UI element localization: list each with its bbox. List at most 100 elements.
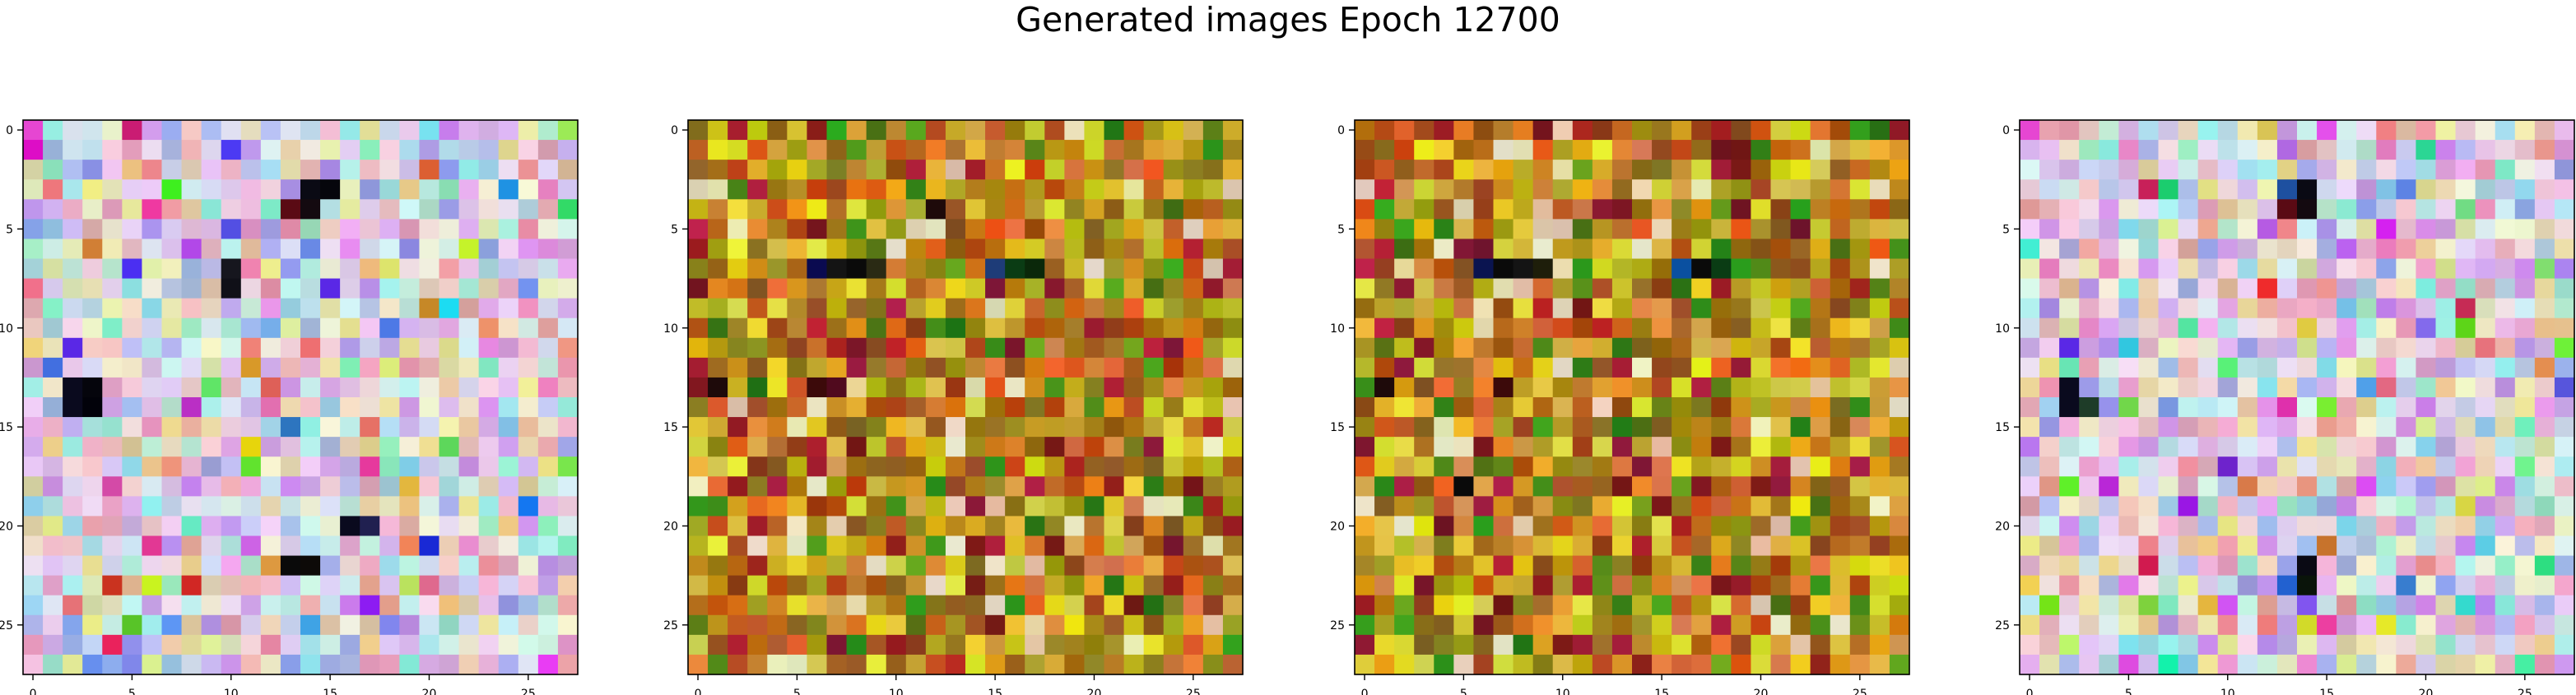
pixel-cell	[458, 654, 480, 675]
pixel-cell	[2020, 654, 2040, 675]
pixel-cell	[1044, 298, 1065, 319]
pixel-cell	[2514, 140, 2536, 160]
pixel-cell	[2554, 140, 2575, 160]
pixel-cell	[1691, 160, 1712, 180]
pixel-cell	[1374, 575, 1395, 596]
pixel-cell	[2237, 160, 2258, 180]
pixel-cell	[1123, 120, 1145, 141]
pixel-cell	[2435, 555, 2457, 577]
pixel-cell	[1532, 120, 1554, 141]
pixel-cell	[221, 317, 242, 339]
pixel-cell	[1453, 476, 1475, 497]
pixel-cell	[1355, 614, 1375, 636]
pixel-cell	[1355, 219, 1375, 240]
pixel-cell	[2337, 417, 2357, 438]
pixel-cell	[846, 357, 867, 378]
pixel-cell	[2039, 357, 2060, 378]
pixel-cell	[925, 437, 946, 457]
pixel-cell	[2554, 278, 2575, 299]
pixel-cell	[181, 219, 202, 240]
pixel-cell	[2020, 179, 2040, 200]
pixel-cell	[2079, 595, 2099, 616]
pixel-cell	[2257, 496, 2278, 517]
pixel-cell	[1064, 357, 1086, 378]
pixel-cell	[1830, 595, 1851, 616]
pixel-cell	[1473, 614, 1495, 636]
pixel-cell	[2435, 575, 2457, 596]
pixel-cell	[280, 258, 301, 280]
pixel-cell	[161, 555, 183, 577]
pixel-cell	[826, 377, 848, 398]
pixel-cell	[1552, 179, 1574, 200]
pixel-cell	[399, 476, 421, 497]
pixel-cell	[102, 516, 123, 537]
pixel-cell	[260, 476, 281, 497]
pixel-cell	[161, 179, 183, 200]
pixel-cell	[1493, 179, 1514, 200]
pixel-cell	[2276, 357, 2298, 378]
pixel-cell	[1493, 654, 1514, 675]
pixel-cell	[1592, 179, 1613, 200]
pixel-cell	[1810, 199, 1831, 220]
pixel-cell	[1552, 199, 1574, 220]
pixel-cell	[965, 555, 986, 577]
pixel-cell	[2376, 219, 2397, 240]
pixel-cell	[1889, 634, 1910, 656]
pixel-cell	[2534, 595, 2555, 616]
pixel-cell	[2039, 298, 2060, 319]
pixel-cell	[1751, 595, 1772, 616]
pixel-cell	[1183, 575, 1204, 596]
pixel-cell	[280, 278, 301, 299]
pixel-cell	[2276, 160, 2298, 180]
pixel-cell	[1790, 357, 1811, 378]
pixel-cell	[1513, 298, 1534, 319]
pixel-cell	[2158, 219, 2179, 240]
pixel-cell	[1790, 614, 1811, 636]
pixel-cell	[102, 179, 123, 200]
pixel-cell	[498, 437, 519, 457]
pixel-cell	[399, 160, 421, 180]
pixel-cell	[537, 278, 559, 299]
pixel-cell	[925, 654, 946, 675]
pixel-cell	[2554, 397, 2575, 418]
pixel-cell	[478, 496, 500, 517]
pixel-cell	[240, 160, 262, 180]
pixel-cell	[2217, 239, 2239, 260]
pixel-cell	[122, 417, 143, 438]
pixel-cell	[787, 239, 808, 260]
pixel-cell	[280, 239, 301, 260]
pixel-cell	[965, 437, 986, 457]
pixel-cell	[458, 298, 480, 319]
pixel-cell	[518, 654, 539, 675]
pixel-cell	[1394, 278, 1415, 299]
pixel-cell	[260, 219, 281, 240]
pixel-cell	[260, 317, 281, 339]
axes-frame	[1354, 119, 1910, 675]
x-tick-label: 20	[1754, 688, 1769, 695]
pixel-cell	[2079, 298, 2099, 319]
pixel-cell	[518, 160, 539, 180]
pixel-cell	[181, 516, 202, 537]
pixel-cell	[965, 337, 986, 359]
pixel-cell	[1414, 575, 1434, 596]
pixel-cell	[1830, 120, 1851, 141]
pixel-cell	[1163, 437, 1184, 457]
pixel-cell	[1394, 357, 1415, 378]
pixel-cell	[925, 357, 946, 378]
pixel-cell	[2099, 516, 2119, 537]
pixel-cell	[2020, 357, 2040, 378]
pixel-cell	[2039, 456, 2060, 477]
pixel-cell	[320, 239, 341, 260]
pixel-cell	[1532, 179, 1554, 200]
pixel-cell	[498, 278, 519, 299]
pixel-cell	[82, 476, 103, 497]
pixel-cell	[1044, 437, 1065, 457]
pixel-cell	[985, 239, 1006, 260]
pixel-cell	[1123, 317, 1145, 339]
pixel-cell	[201, 496, 222, 517]
pixel-cell	[280, 417, 301, 438]
pixel-cell	[2197, 614, 2219, 636]
pixel-cell	[518, 516, 539, 537]
pixel-cell	[498, 417, 519, 438]
pixel-cell	[23, 437, 44, 457]
